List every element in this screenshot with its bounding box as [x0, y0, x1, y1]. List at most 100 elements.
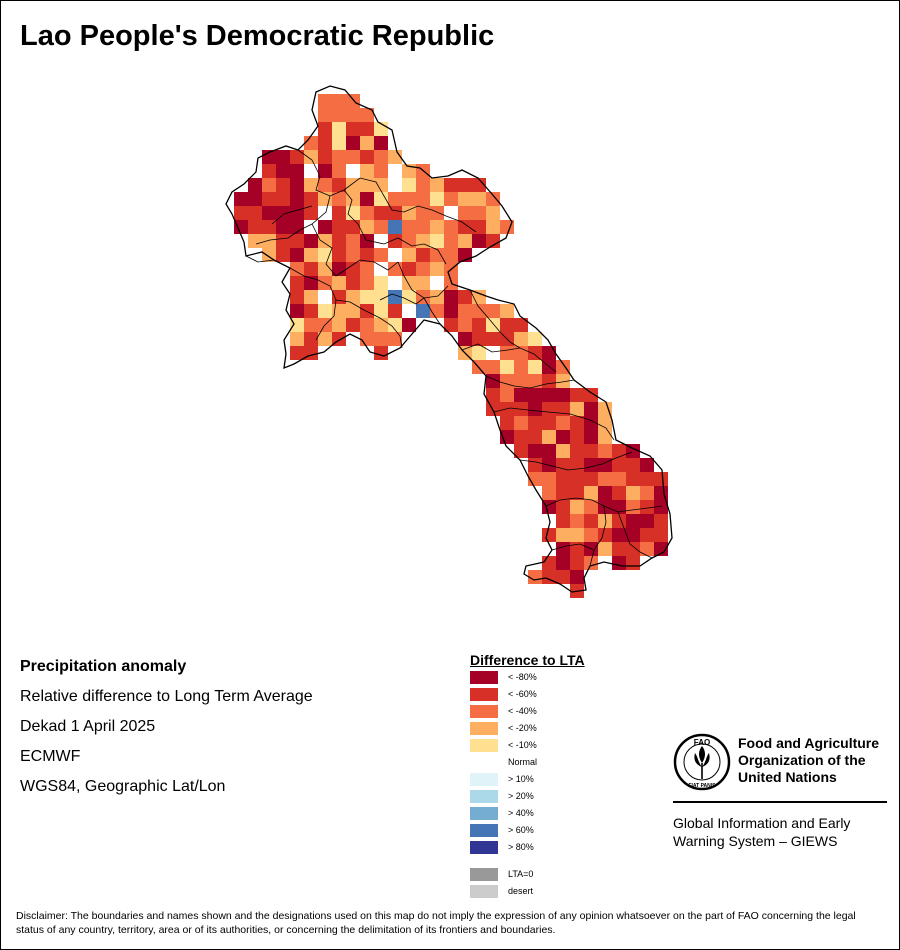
anomaly-cell [542, 374, 556, 388]
anomaly-cell [262, 234, 276, 248]
anomaly-cell [388, 234, 402, 248]
anomaly-cell [598, 430, 612, 444]
anomaly-cell [444, 248, 458, 262]
anomaly-cell [374, 192, 388, 206]
fao-logo: FAO FIAT PANIS [673, 733, 731, 791]
anomaly-cell [360, 276, 374, 290]
anomaly-cell [528, 458, 542, 472]
anomaly-cell [290, 192, 304, 206]
anomaly-cell [416, 248, 430, 262]
anomaly-cell [444, 178, 458, 192]
anomaly-cell [458, 332, 472, 346]
legend-swatch [470, 824, 498, 837]
anomaly-cell [556, 402, 570, 416]
anomaly-cell [388, 192, 402, 206]
anomaly-cell [486, 206, 500, 220]
anomaly-cell [528, 570, 542, 584]
anomaly-cell [458, 318, 472, 332]
anomaly-cell [542, 444, 556, 458]
anomaly-cell [626, 444, 640, 458]
anomaly-cell [570, 570, 584, 584]
anomaly-cell [514, 374, 528, 388]
anomaly-cell [234, 206, 248, 220]
legend-label: < -10% [508, 740, 537, 750]
anomaly-cell [458, 234, 472, 248]
anomaly-cell [332, 318, 346, 332]
anomaly-cell [248, 206, 262, 220]
anomaly-cell [584, 486, 598, 500]
anomaly-cell [374, 318, 388, 332]
anomaly-cell [556, 570, 570, 584]
anomaly-cell [570, 528, 584, 542]
anomaly-cell [360, 192, 374, 206]
anomaly-cell [290, 318, 304, 332]
anomaly-cell [626, 556, 640, 570]
anomaly-cell [570, 556, 584, 570]
anomaly-cell [374, 276, 388, 290]
anomaly-cell [332, 164, 346, 178]
anomaly-cell [598, 500, 612, 514]
anomaly-cell [304, 220, 318, 234]
anomaly-cell [626, 542, 640, 556]
legend-label: desert [508, 886, 534, 896]
anomaly-cell [486, 388, 500, 402]
anomaly-cell [388, 304, 402, 318]
anomaly-cell [374, 262, 388, 276]
map-heading: Precipitation anomaly [20, 658, 187, 675]
anomaly-cell [458, 178, 472, 192]
anomaly-cell [556, 472, 570, 486]
anomaly-cell [346, 290, 360, 304]
anomaly-cell [332, 122, 346, 136]
legend-title: Difference to LTA [470, 652, 585, 668]
anomaly-cell [416, 220, 430, 234]
legend-label: < -80% [508, 672, 537, 682]
anomaly-cell [402, 318, 416, 332]
anomaly-cell [444, 192, 458, 206]
anomaly-cell [556, 514, 570, 528]
anomaly-cell [416, 178, 430, 192]
anomaly-cell [318, 108, 332, 122]
anomaly-cell [584, 430, 598, 444]
anomaly-cell [402, 178, 416, 192]
anomaly-cell [360, 108, 374, 122]
anomaly-cell [640, 542, 654, 556]
legend-label: > 60% [508, 825, 534, 835]
anomaly-cell [570, 388, 584, 402]
anomaly-cell [626, 472, 640, 486]
anomaly-cell [612, 444, 626, 458]
legend-label: > 40% [508, 808, 534, 818]
anomaly-cell [290, 206, 304, 220]
anomaly-cell [612, 528, 626, 542]
org-name: Food and Agriculture Organization of the… [738, 735, 880, 785]
anomaly-cell [276, 164, 290, 178]
anomaly-cell [332, 276, 346, 290]
map-subtitle: Relative difference to Long Term Average [20, 688, 313, 705]
anomaly-cell [626, 514, 640, 528]
legend-label: < -20% [508, 723, 537, 733]
anomaly-cell [612, 542, 626, 556]
anomaly-cell [542, 402, 556, 416]
anomaly-cell [514, 388, 528, 402]
anomaly-cell [430, 304, 444, 318]
anomaly-cell [276, 206, 290, 220]
anomaly-cell [500, 346, 514, 360]
anomaly-cell [262, 150, 276, 164]
anomaly-cell [556, 556, 570, 570]
anomaly-cell [304, 262, 318, 276]
anomaly-cell [332, 150, 346, 164]
anomaly-cell [640, 472, 654, 486]
anomaly-cell [458, 290, 472, 304]
anomaly-cell [276, 248, 290, 262]
anomaly-cell [500, 360, 514, 374]
anomaly-cell [346, 94, 360, 108]
anomaly-cell [584, 472, 598, 486]
anomaly-cell [654, 486, 668, 500]
anomaly-cell [388, 220, 402, 234]
legend-label: < -60% [508, 689, 537, 699]
anomaly-cell [570, 472, 584, 486]
anomaly-cell [402, 290, 416, 304]
anomaly-cell [290, 332, 304, 346]
anomaly-cell [430, 206, 444, 220]
anomaly-grid [234, 94, 668, 598]
anomaly-cell [556, 486, 570, 500]
